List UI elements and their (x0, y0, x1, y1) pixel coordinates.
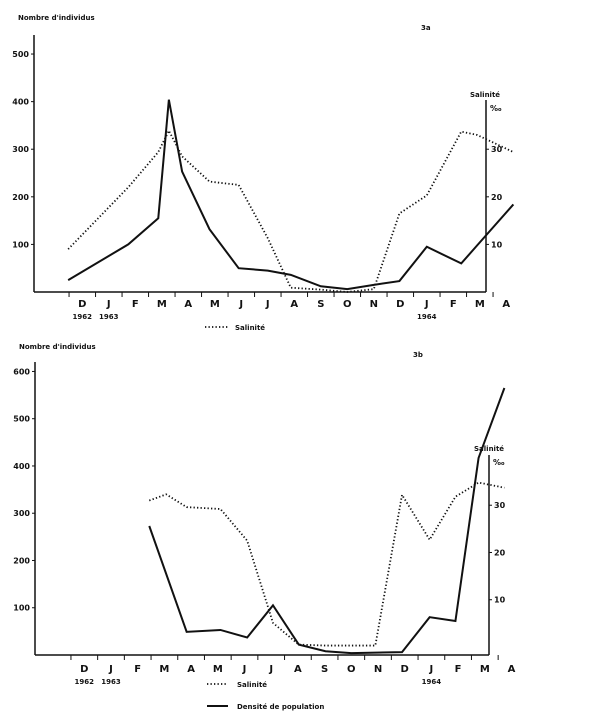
x-year-label: 1962 (75, 678, 95, 686)
x-tick-label: A (502, 299, 510, 310)
y2-axis-unit: ‰ (493, 458, 505, 467)
x-tick-label: J (424, 299, 429, 310)
x-tick-label: A (290, 299, 298, 310)
series-line-population (67, 99, 515, 291)
chart-panel-3b: Nombre d'individus 3b Salinité ‰ 100 200 300 40… (13, 343, 515, 711)
x-year-label: 1963 (101, 678, 121, 686)
x-year-label: 1963 (99, 313, 119, 321)
x-tick-label: A (187, 664, 195, 675)
x-tick-label: A (508, 664, 516, 675)
chart-panel-3a: Nombre d'individus 3a Salinité ‰ 100 200 300 40… (12, 14, 515, 332)
x-tick-label: S (317, 299, 324, 310)
x-tick-label: O (343, 299, 352, 310)
x-tick-label: O (347, 664, 356, 675)
series-line-salinity (148, 481, 505, 647)
y2-tick-label: 10 (491, 240, 503, 249)
y-axis-label: Nombre d'individus (19, 343, 96, 351)
y-tick-label: 500 (13, 415, 30, 424)
series-line-salinity (67, 128, 514, 293)
y-axis-label: Nombre d'individus (18, 14, 95, 22)
y2-axis-label: Salinité (470, 91, 500, 99)
x-tick-label: M (480, 664, 490, 675)
x-tick-label: D (80, 664, 88, 675)
y-tick-label: 400 (13, 462, 30, 471)
x-tick-label: J (108, 664, 113, 675)
x-tick-label: A (184, 299, 192, 310)
x-year-label: 1962 (73, 313, 93, 321)
x-tick-label: S (321, 664, 328, 675)
y-tick-label: 100 (12, 240, 29, 249)
x-tick-label: M (210, 299, 220, 310)
legend-label: Densité de population (237, 703, 324, 711)
legend-label: Salinité (237, 681, 267, 689)
y2-tick-label: 20 (491, 193, 503, 202)
y-tick-label: 200 (13, 556, 30, 565)
y-tick-label: 400 (12, 98, 29, 107)
x-tick-label: M (213, 664, 223, 675)
x-tick-label: F (450, 299, 457, 310)
y2-axis-unit: ‰ (490, 104, 502, 113)
x-tick-label: J (238, 299, 243, 310)
y-tick-label: 300 (12, 145, 29, 154)
x-tick-label: J (429, 664, 434, 675)
x-tick-label: D (401, 664, 409, 675)
x-tick-label: N (374, 664, 382, 675)
x-tick-label: J (242, 664, 247, 675)
x-tick-label: M (159, 664, 169, 675)
x-year-label: 1964 (422, 678, 442, 686)
y-tick-label: 200 (12, 193, 29, 202)
x-tick-label: F (134, 664, 141, 675)
legend-label: Salinité (235, 324, 265, 332)
panel-label: 3a (421, 24, 431, 32)
y-tick-label: 100 (13, 604, 30, 613)
x-tick-label: M (157, 299, 167, 310)
x-tick-label: J (265, 299, 270, 310)
panel-label: 3b (413, 351, 423, 359)
x-tick-label: A (294, 664, 302, 675)
x-tick-label: N (370, 299, 378, 310)
x-tick-label: D (396, 299, 404, 310)
x-year-label: 1964 (417, 313, 437, 321)
y-tick-label: 300 (13, 509, 30, 518)
x-tick-label: F (132, 299, 139, 310)
x-tick-label: J (268, 664, 273, 675)
y2-tick-label: 30 (494, 501, 506, 510)
x-tick-label: M (475, 299, 485, 310)
y-tick-label: 600 (13, 367, 30, 376)
y2-tick-label: 10 (494, 596, 506, 605)
y2-tick-label: 20 (494, 548, 506, 557)
series-line-population (148, 387, 506, 655)
x-tick-label: D (78, 299, 86, 310)
y2-axis-label: Salinité (474, 445, 504, 453)
y2-tick-label: 30 (491, 145, 503, 154)
y-tick-label: 500 (12, 50, 29, 59)
x-tick-label: J (106, 299, 111, 310)
x-tick-label: F (455, 664, 462, 675)
